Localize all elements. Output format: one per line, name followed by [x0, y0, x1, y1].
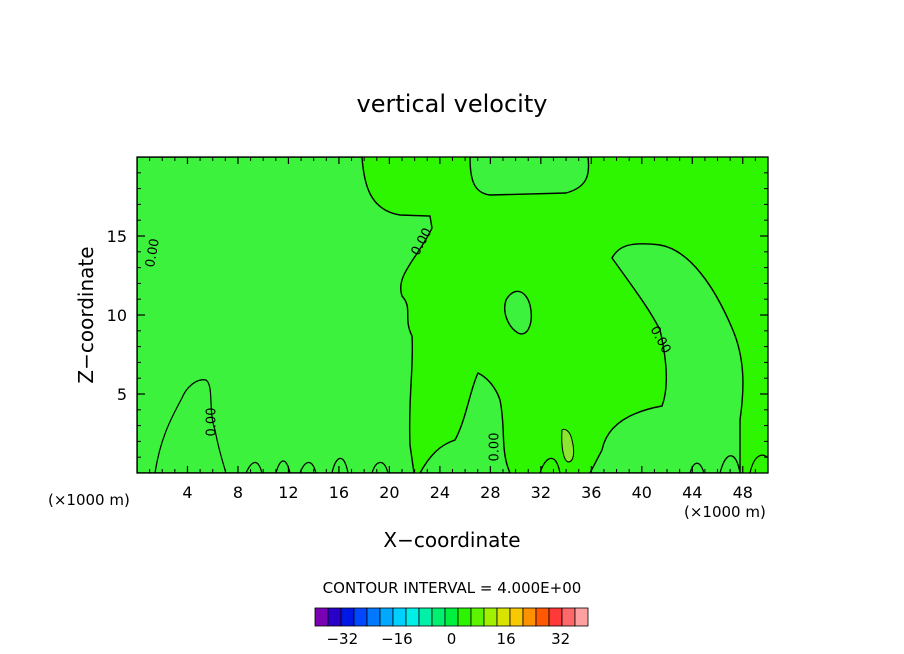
colorbar-cell	[366, 607, 381, 627]
x-unit-right: (×1000 m)	[684, 503, 766, 521]
colorbar-cell	[444, 607, 459, 627]
colorbar-cell	[496, 607, 511, 627]
x-tick-label: 16	[329, 483, 349, 502]
colorbar-cell	[522, 607, 537, 627]
colorbar-tick-label: −32	[326, 630, 358, 648]
colorbar-tick-label: −16	[381, 630, 413, 648]
colorbar-cell	[574, 607, 589, 627]
colorbar-cell	[483, 607, 498, 627]
x-tick-label: 12	[278, 483, 298, 502]
y-axis-title: Z−coordinate	[74, 246, 98, 383]
colorbar-cell	[535, 607, 550, 627]
colorbar-tick-label: 16	[497, 630, 516, 648]
colorbar-cell	[353, 607, 368, 627]
chart-title: vertical velocity	[357, 90, 548, 118]
y-tick-label: 10	[107, 306, 127, 325]
x-tick-label: 20	[379, 483, 399, 502]
colorbar-cell	[431, 607, 446, 627]
contour-center-island	[504, 290, 532, 335]
colorbar-cell	[548, 607, 563, 627]
x-tick-label: 32	[531, 483, 551, 502]
x-tick-label: 48	[733, 483, 753, 502]
contour-label: 0.00	[205, 408, 220, 437]
colorbar-cell	[418, 607, 433, 627]
x-tick-label: 4	[182, 483, 192, 502]
x-unit-left: (×1000 m)	[48, 491, 130, 509]
colorbar-cell	[470, 607, 485, 627]
contour-lower-region	[419, 372, 511, 473]
y-tick-label: 5	[117, 385, 127, 404]
contour-label: 0.00	[143, 237, 163, 268]
contour-positive-cell	[561, 428, 575, 463]
colorbar-cell	[561, 607, 576, 627]
colorbar: −32 −16 0 16 32	[314, 607, 589, 648]
colorbar-cell	[379, 607, 394, 627]
contour-interval-label: CONTOUR INTERVAL = 4.000E+00	[323, 579, 582, 597]
x-tick-label: 24	[430, 483, 450, 502]
y-tick-label: 15	[107, 227, 127, 246]
contour-label: 0.00	[488, 433, 503, 462]
colorbar-cell	[457, 607, 472, 627]
colorbar-cell	[340, 607, 355, 627]
colorbar-cell	[405, 607, 420, 627]
x-tick-label: 36	[581, 483, 601, 502]
plot-area: 0.00 0.000.000.000.00	[137, 157, 768, 473]
colorbar-cell	[314, 607, 329, 627]
x-tick-label: 40	[632, 483, 652, 502]
x-tick-label: 28	[480, 483, 500, 502]
contour-top-cap	[469, 157, 590, 196]
x-axis-title: X−coordinate	[383, 528, 520, 552]
contour-surface-ripples	[154, 379, 768, 473]
x-tick-label: 8	[233, 483, 243, 502]
x-tick-label: 44	[682, 483, 702, 502]
colorbar-cell	[509, 607, 524, 627]
colorbar-tick-label: 0	[447, 630, 457, 648]
colorbar-cell	[327, 607, 342, 627]
colorbar-tick-label: 32	[551, 630, 570, 648]
contour-right-region	[589, 243, 744, 473]
colorbar-cell	[392, 607, 407, 627]
